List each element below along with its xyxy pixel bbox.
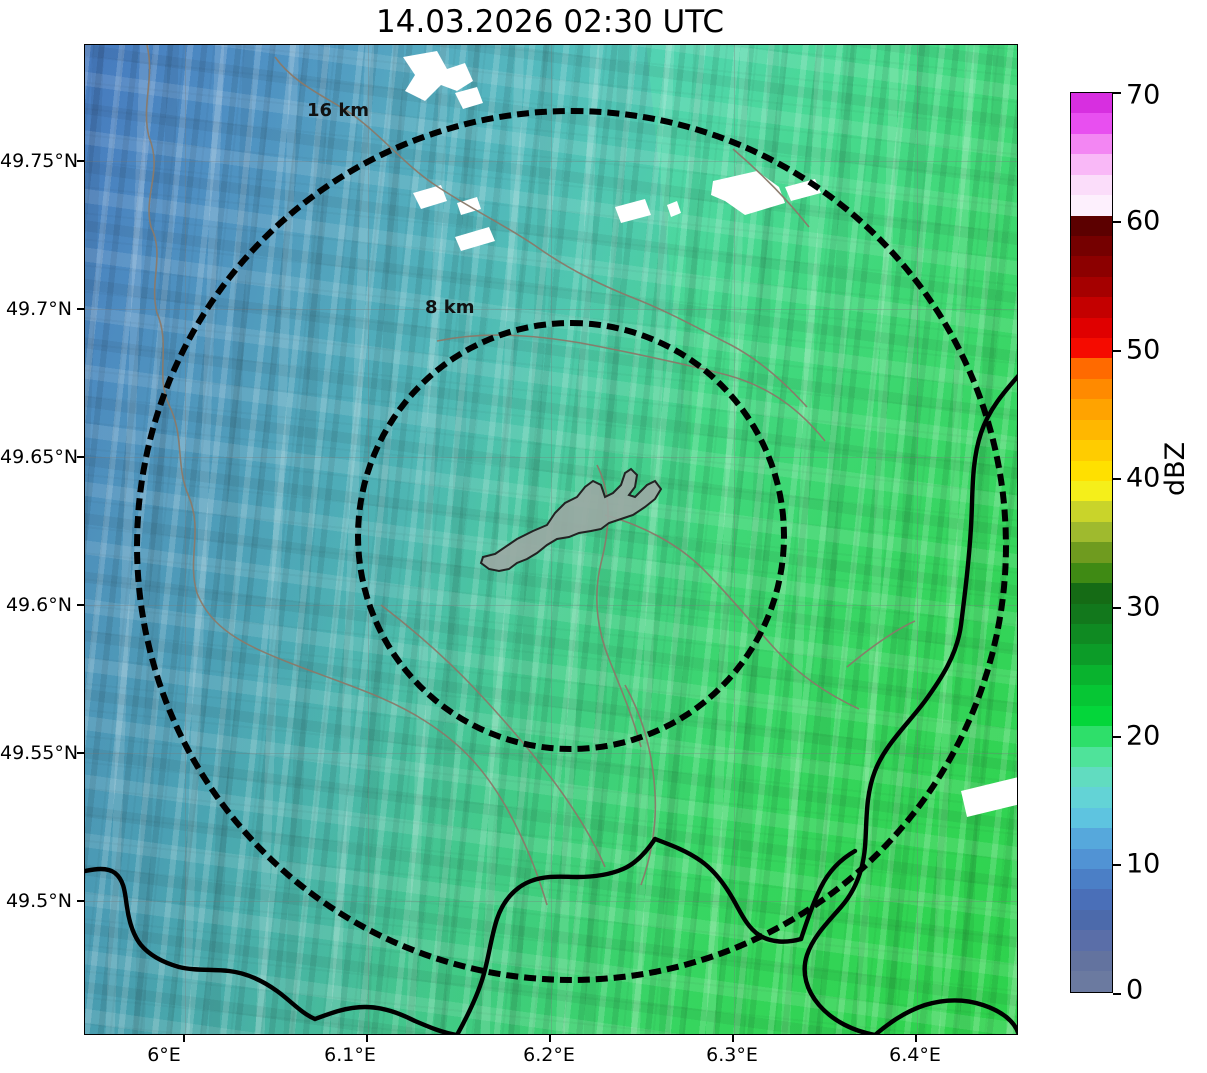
colorbar-segment-28 (1071, 664, 1112, 686)
colorbar-segment-22 (1071, 542, 1112, 563)
ytick-label-0: 49.5°N (5, 890, 72, 912)
colorbar-segment-13 (1071, 358, 1112, 379)
colorbar-segment-3 (1071, 154, 1112, 175)
colorbar-segment-37 (1071, 848, 1112, 870)
colorbar-segment-40 (1071, 909, 1112, 931)
colorbar-segment-18 (1071, 460, 1112, 482)
colorbar-segment-5 (1071, 195, 1112, 216)
colorbar-segment-17 (1071, 440, 1112, 461)
colorbar-segment-41 (1071, 930, 1112, 951)
ytick-49.5 (77, 900, 84, 902)
colorbar-segment-4 (1071, 174, 1112, 196)
page-title: 14.03.2026 02:30 UTC (376, 4, 724, 40)
xtick-6.0 (183, 1035, 185, 1042)
colorbar-segment-11 (1071, 317, 1112, 339)
xtick-label-0: 6°E (147, 1044, 181, 1066)
colorbar-segment-8 (1071, 256, 1112, 277)
colorbar-label-70: 70 (1126, 79, 1161, 111)
colorbar-segment-2 (1071, 133, 1112, 155)
ytick-49.75 (77, 160, 84, 162)
colorbar-segment-15 (1071, 399, 1112, 420)
ytick-49.7 (77, 308, 84, 310)
xtick-label-3: 6.3°E (706, 1044, 758, 1066)
plot-clip: 16 km 8 km (85, 45, 1017, 1034)
colorbar-segment-39 (1071, 889, 1112, 910)
colorbar-segment-7 (1071, 235, 1112, 257)
range-ring-16km (134, 108, 1009, 983)
colorbar-segment-12 (1071, 338, 1112, 359)
range-ring-16km-label: 16 km (307, 100, 370, 121)
colorbar-segment-6 (1071, 215, 1112, 236)
ytick-49.65 (77, 456, 84, 458)
city-polygon (479, 467, 663, 573)
ytick-49.55 (77, 752, 84, 754)
colorbar-segment-27 (1071, 644, 1112, 665)
colorbar-segment-10 (1071, 297, 1112, 318)
colorbar-segment-38 (1071, 869, 1112, 890)
colorbar-tick-50 (1113, 350, 1121, 352)
colorbar-label-0: 0 (1126, 974, 1144, 1006)
xtick-label-1: 6.1°E (324, 1044, 376, 1066)
colorbar-segment-20 (1071, 501, 1112, 522)
xtick-label-2: 6.2°E (523, 1044, 575, 1066)
colorbar-title: dBZ (1160, 441, 1191, 496)
colorbar-label-10: 10 (1126, 848, 1161, 880)
ytick-label-4: 49.7°N (5, 298, 72, 320)
colorbar-label-40: 40 (1126, 462, 1161, 494)
colorbar-segment-32 (1071, 746, 1112, 767)
colorbar-segment-35 (1071, 807, 1112, 829)
colorbar-tick-30 (1113, 607, 1121, 609)
colorbar-tick-10 (1113, 864, 1121, 866)
colorbar-segment-9 (1071, 276, 1112, 298)
colorbar-label-60: 60 (1126, 205, 1161, 237)
colorbar-segment-43 (1071, 971, 1112, 992)
colorbar-label-50: 50 (1126, 334, 1161, 366)
ytick-label-3: 49.65°N (0, 446, 79, 468)
colorbar-segment-25 (1071, 603, 1112, 624)
colorbar-segment-42 (1071, 950, 1112, 972)
colorbar-segment-19 (1071, 481, 1112, 502)
colorbar-segment-23 (1071, 562, 1112, 584)
xtick-6.2 (549, 1035, 551, 1042)
xtick-label-4: 6.4°E (889, 1044, 941, 1066)
colorbar-segment-14 (1071, 378, 1112, 400)
ytick-label-2: 49.6°N (5, 594, 72, 616)
colorbar-tick-60 (1113, 221, 1121, 223)
colorbar-segment-31 (1071, 726, 1112, 747)
ytick-label-1: 49.55°N (0, 742, 79, 764)
colorbar-segment-24 (1071, 583, 1112, 604)
colorbar-label-20: 20 (1126, 720, 1161, 752)
colorbar-tick-0 (1113, 993, 1121, 995)
colorbar-segment-34 (1071, 787, 1112, 808)
ytick-label-5: 49.75°N (0, 150, 79, 172)
colorbar-segment-0 (1071, 93, 1112, 114)
ytick-49.6 (77, 604, 84, 606)
xtick-6.4 (915, 1035, 917, 1042)
range-ring-8km-label: 8 km (425, 297, 475, 318)
colorbar-segment-30 (1071, 705, 1112, 727)
colorbar[interactable] (1070, 92, 1113, 993)
colorbar-segment-26 (1071, 623, 1112, 645)
range-ring-8km (355, 320, 787, 752)
xtick-6.3 (732, 1035, 734, 1042)
colorbar-tick-20 (1113, 736, 1121, 738)
colorbar-tick-40 (1113, 478, 1121, 480)
xtick-6.1 (366, 1035, 368, 1042)
colorbar-segment-29 (1071, 685, 1112, 706)
colorbar-segment-33 (1071, 766, 1112, 788)
colorbar-segment-16 (1071, 419, 1112, 441)
colorbar-tick-70 (1113, 92, 1121, 94)
colorbar-segment-1 (1071, 113, 1112, 134)
colorbar-segment-36 (1071, 828, 1112, 849)
colorbar-segment-21 (1071, 521, 1112, 543)
radar-map-plot[interactable]: 16 km 8 km (84, 44, 1018, 1035)
colorbar-label-30: 30 (1126, 591, 1161, 623)
